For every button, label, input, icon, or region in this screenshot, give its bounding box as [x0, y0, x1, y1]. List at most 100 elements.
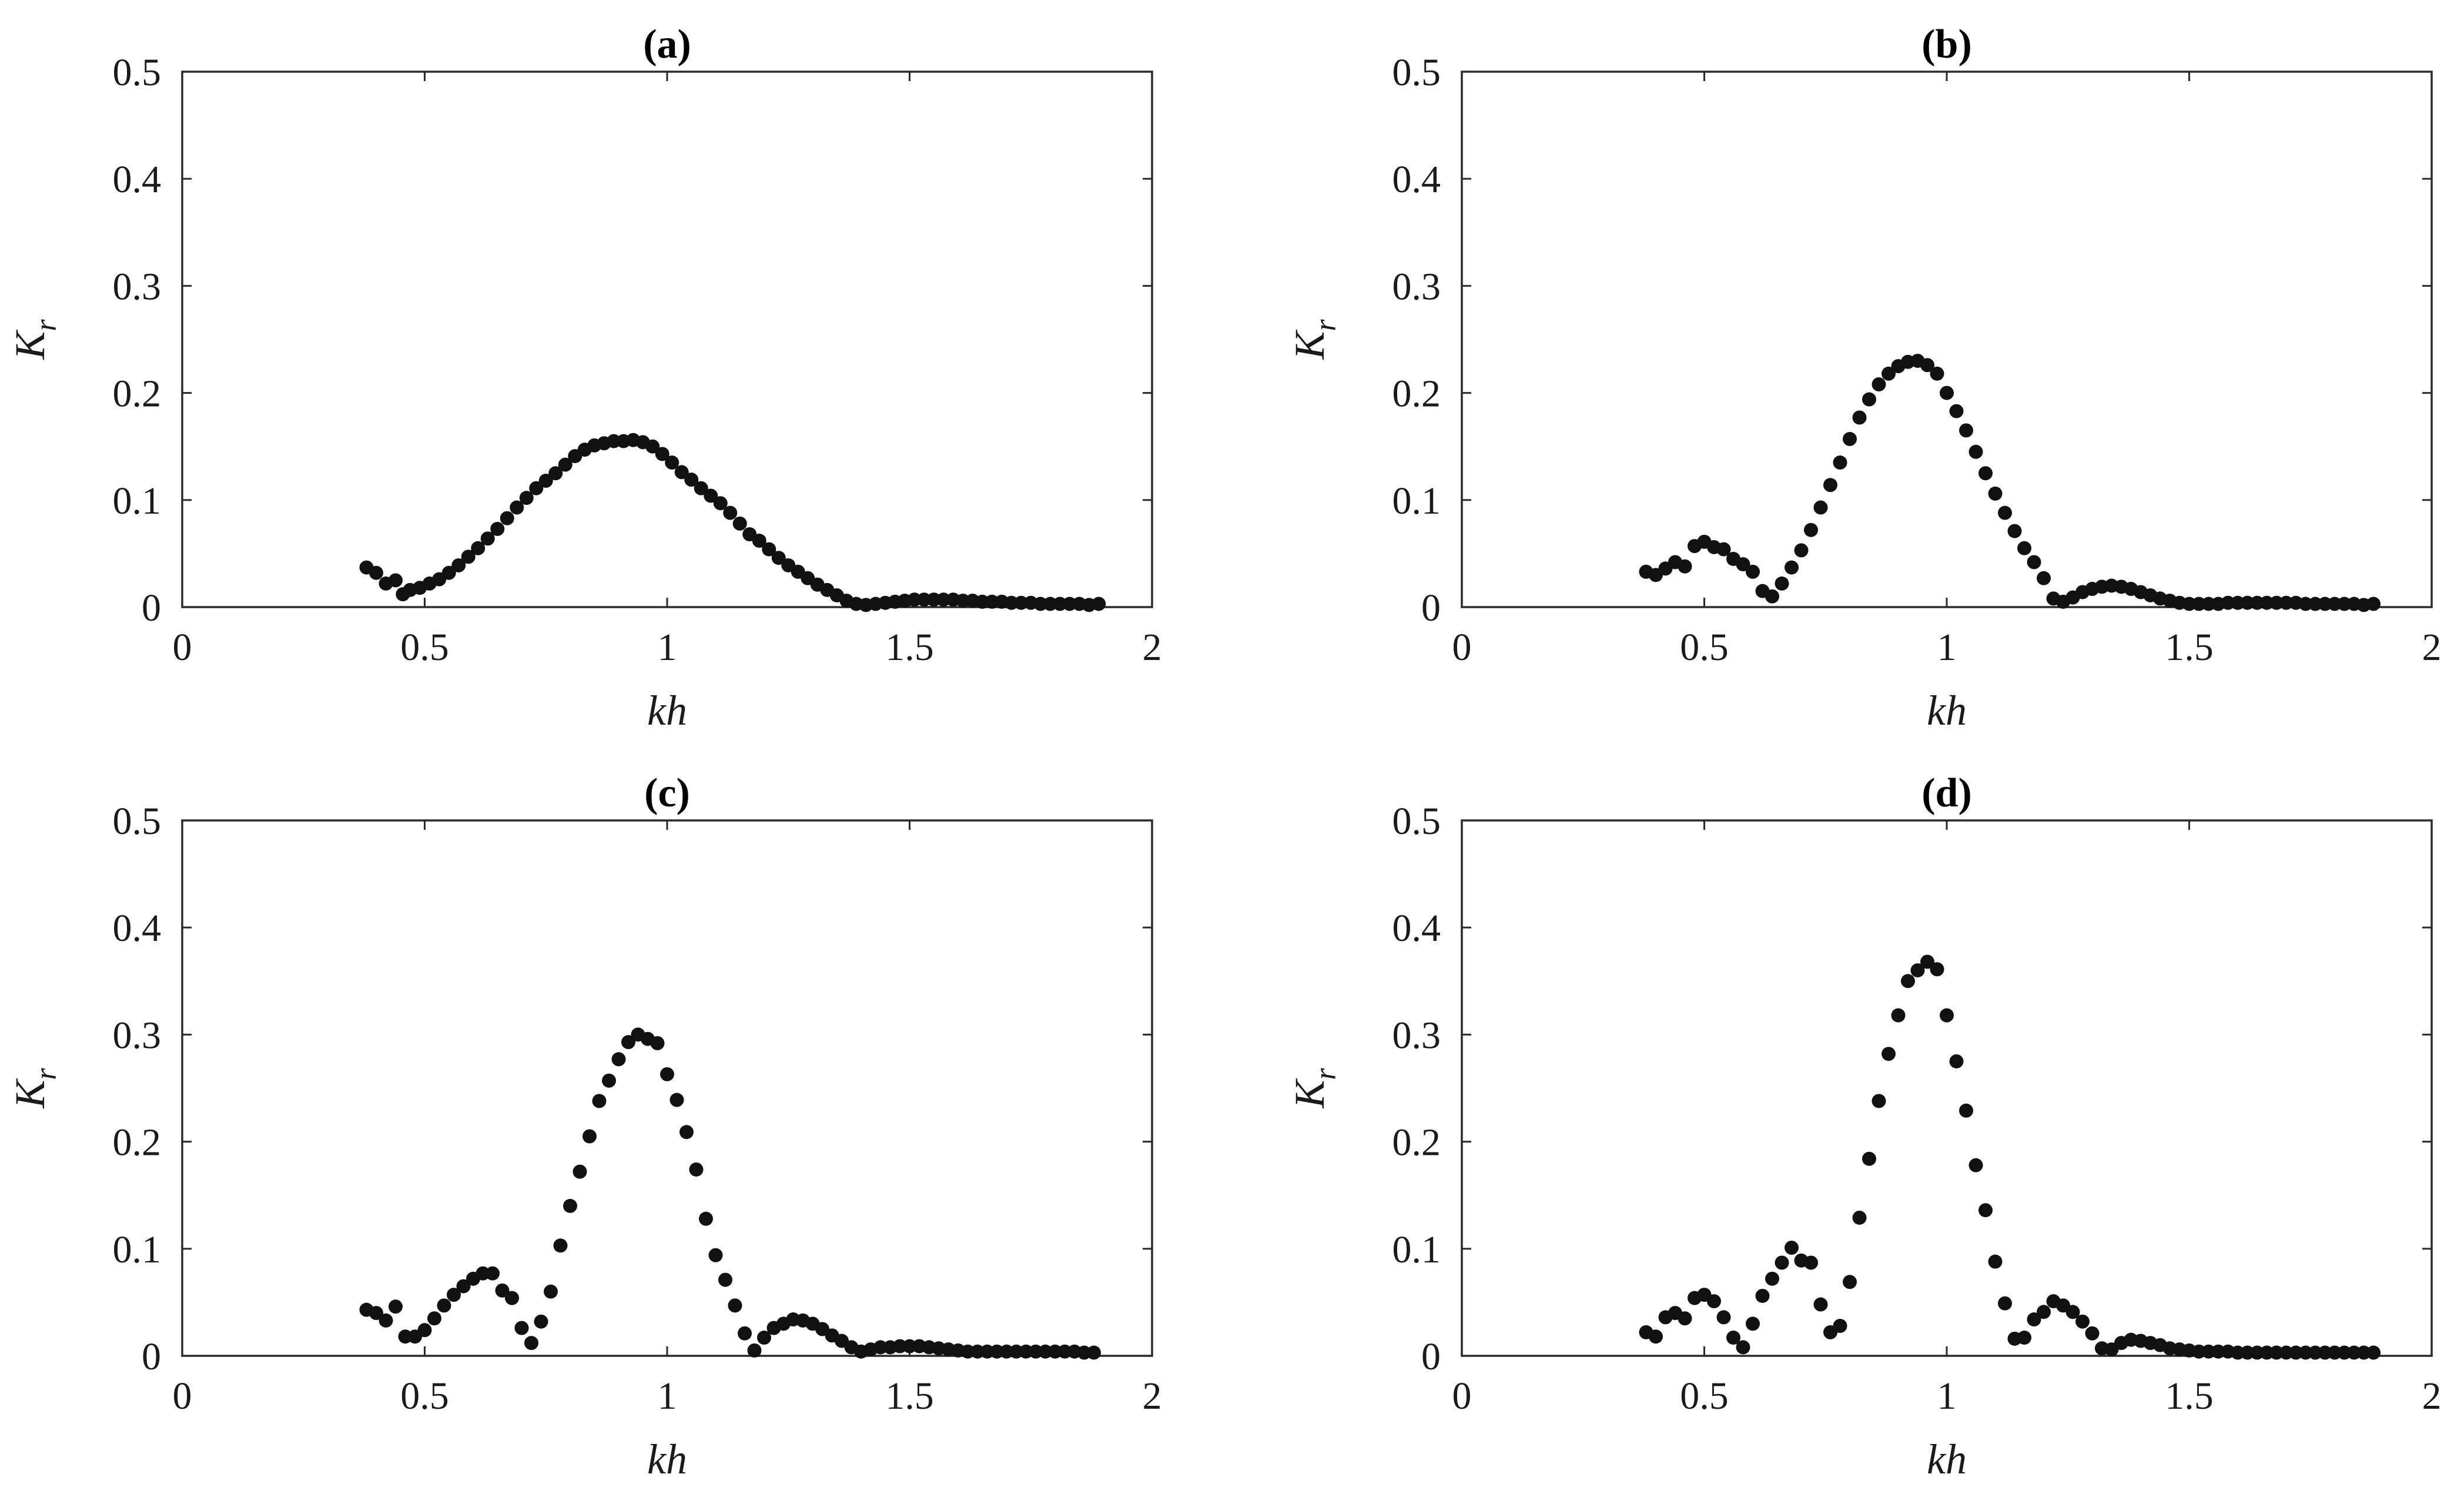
data-point-a-12 — [471, 541, 486, 555]
data-point-d-7 — [1707, 1294, 1721, 1309]
data-point-b-33 — [1959, 423, 1973, 438]
y-axis-label-b: Kr — [1286, 319, 1343, 360]
data-point-c-25 — [602, 1073, 616, 1088]
data-point-d-57 — [2192, 1344, 2206, 1359]
y-axis-label-a: Kr — [6, 319, 63, 360]
data-point-a-58 — [917, 592, 932, 607]
y-axis-label-sub-b: r — [1309, 319, 1343, 331]
data-point-c-34 — [689, 1162, 704, 1177]
data-point-c-10 — [456, 1279, 471, 1294]
data-point-a-62 — [956, 594, 970, 608]
data-point-c-6 — [417, 1323, 432, 1338]
data-point-c-13 — [486, 1266, 500, 1281]
data-point-a-30 — [645, 439, 660, 454]
data-point-b-25 — [1882, 366, 1896, 381]
data-point-c-8 — [437, 1298, 451, 1313]
y-tick-label-c-2: 0.2 — [113, 1121, 162, 1164]
x-tick-label-d-0: 0 — [1452, 1375, 1472, 1418]
data-point-d-44 — [2065, 1305, 2080, 1319]
data-point-b-8 — [1716, 542, 1731, 557]
data-point-c-3 — [389, 1299, 403, 1314]
y-tick-label-c-1: 0.1 — [113, 1228, 162, 1271]
data-point-b-72 — [2337, 597, 2352, 611]
data-point-a-32 — [665, 455, 679, 470]
y-axis-label-sub-a: r — [29, 319, 63, 331]
data-point-c-64 — [980, 1344, 995, 1359]
data-point-a-33 — [674, 465, 689, 480]
data-point-d-35 — [1978, 1203, 1993, 1218]
data-point-b-34 — [1968, 444, 1983, 459]
data-point-d-45 — [2075, 1314, 2090, 1329]
data-point-d-68 — [2298, 1345, 2313, 1360]
data-point-a-19 — [538, 474, 553, 488]
data-point-b-58 — [2201, 597, 2216, 611]
data-point-c-69 — [1029, 1344, 1043, 1359]
data-point-d-32 — [1949, 1054, 1964, 1068]
y-tick-label-a-3: 0.3 — [113, 265, 162, 308]
data-point-b-15 — [1785, 560, 1799, 575]
data-point-c-65 — [990, 1344, 1004, 1359]
data-point-d-21 — [1843, 1275, 1857, 1289]
data-point-b-61 — [2231, 595, 2245, 610]
data-point-c-63 — [970, 1344, 985, 1359]
data-point-b-38 — [2007, 524, 2022, 538]
data-point-c-75 — [1087, 1345, 1101, 1360]
x-tick-label-c-3: 1.5 — [885, 1375, 934, 1418]
y-tick-label-d-5: 0.5 — [1392, 800, 1441, 843]
data-point-c-38 — [728, 1298, 742, 1313]
data-point-c-24 — [592, 1094, 607, 1108]
data-point-a-65 — [985, 594, 999, 609]
data-point-b-31 — [1940, 386, 1954, 400]
y-axis-label-main-a: K — [6, 329, 53, 360]
data-point-d-67 — [2289, 1345, 2303, 1360]
x-tick-label-a-1: 0.5 — [400, 626, 449, 669]
data-point-c-27 — [621, 1035, 635, 1050]
data-point-b-35 — [1978, 466, 1993, 481]
data-point-a-70 — [1033, 597, 1048, 611]
data-point-d-12 — [1755, 1288, 1770, 1303]
data-point-b-40 — [2027, 555, 2041, 569]
data-point-a-67 — [1004, 595, 1019, 610]
data-point-c-35 — [699, 1211, 713, 1226]
x-tick-label-b-1: 0.5 — [1680, 626, 1729, 669]
data-point-c-1 — [369, 1306, 383, 1321]
data-point-b-56 — [2182, 597, 2197, 611]
data-point-a-9 — [441, 565, 456, 580]
panel-title-b: (b) — [1921, 22, 1972, 67]
data-point-c-2 — [379, 1313, 393, 1328]
data-point-d-69 — [2308, 1345, 2322, 1360]
data-point-d-11 — [1746, 1316, 1760, 1331]
data-point-c-14 — [495, 1283, 510, 1298]
data-point-c-37 — [718, 1272, 732, 1287]
data-point-d-24 — [1872, 1094, 1886, 1108]
data-point-c-26 — [611, 1052, 626, 1067]
data-point-d-62 — [2240, 1345, 2255, 1360]
x-tick-label-a-2: 1 — [658, 626, 677, 669]
data-point-c-68 — [1019, 1344, 1033, 1359]
data-point-c-19 — [544, 1284, 558, 1299]
data-point-d-61 — [2231, 1345, 2245, 1360]
data-point-a-13 — [480, 531, 495, 546]
data-point-c-16 — [514, 1321, 529, 1335]
data-point-a-37 — [713, 496, 728, 511]
y-tick-label-a-2: 0.2 — [113, 373, 162, 416]
data-point-a-38 — [723, 505, 738, 520]
y-axis-label-main-c: K — [6, 1078, 53, 1109]
y-tick-label-a-1: 0.1 — [113, 480, 162, 522]
x-axis-label-c: kh — [647, 1436, 687, 1483]
data-point-d-59 — [2211, 1344, 2225, 1359]
x-tick-label-a-4: 2 — [1143, 626, 1162, 669]
data-point-c-15 — [505, 1291, 519, 1305]
x-tick-label-a-0: 0 — [173, 626, 192, 669]
data-point-c-72 — [1057, 1344, 1072, 1359]
data-point-a-39 — [732, 516, 747, 531]
data-point-a-76 — [1092, 597, 1106, 611]
data-point-a-14 — [490, 521, 505, 536]
data-point-a-1 — [369, 565, 383, 580]
data-point-a-15 — [500, 511, 514, 525]
data-point-d-74 — [2356, 1345, 2371, 1360]
data-point-d-15 — [1785, 1240, 1799, 1255]
data-point-b-66 — [2279, 595, 2294, 610]
panel-title-a: (a) — [643, 22, 691, 67]
